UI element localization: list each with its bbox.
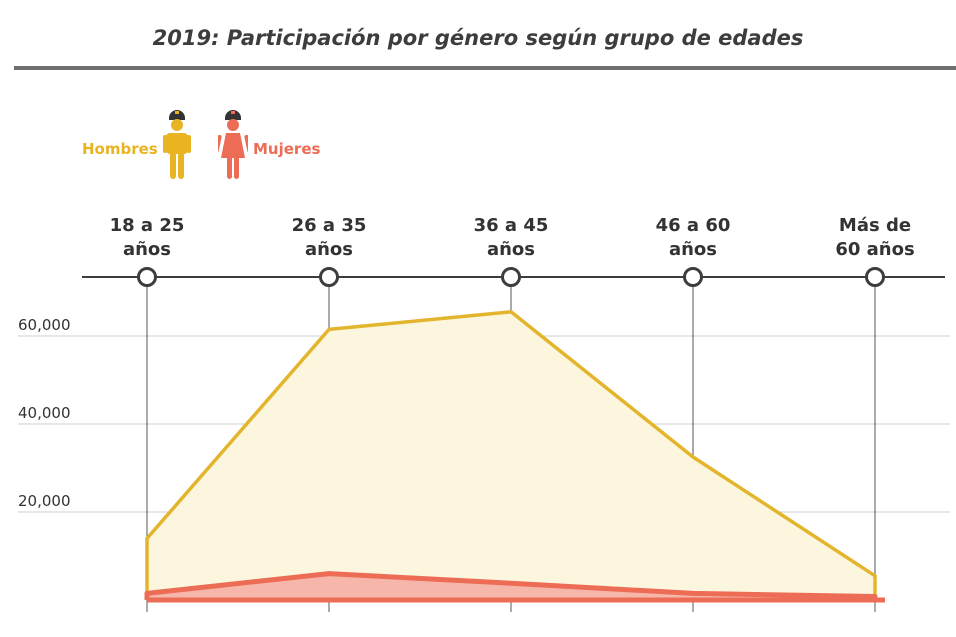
category-label: años <box>123 239 171 260</box>
woman-icon <box>218 110 248 179</box>
category-label: 46 a 60 <box>656 215 731 236</box>
series-area-men <box>147 311 875 600</box>
man-icon <box>163 110 191 179</box>
category-label: 36 a 45 <box>474 215 549 236</box>
y-tick-label: 60,000 <box>18 316 71 334</box>
category-label: años <box>305 239 353 260</box>
legend-label-women: Mujeres <box>253 140 321 158</box>
category-marker <box>137 267 157 287</box>
category-label: Más de <box>839 215 911 236</box>
category-marker <box>319 267 339 287</box>
category-label: años <box>487 239 535 260</box>
chart-title: 2019: Participación por género según gru… <box>152 26 804 50</box>
category-label: años <box>669 239 717 260</box>
title-divider <box>14 66 956 70</box>
y-tick-label: 20,000 <box>18 492 71 510</box>
y-tick-label: 40,000 <box>18 404 71 422</box>
category-label: 60 años <box>835 239 914 260</box>
legend-label-men: Hombres <box>82 140 158 158</box>
category-marker <box>865 267 885 287</box>
category-label: 26 a 35 <box>292 215 367 236</box>
category-marker <box>501 267 521 287</box>
category-marker <box>683 267 703 287</box>
category-label: 18 a 25 <box>110 215 185 236</box>
